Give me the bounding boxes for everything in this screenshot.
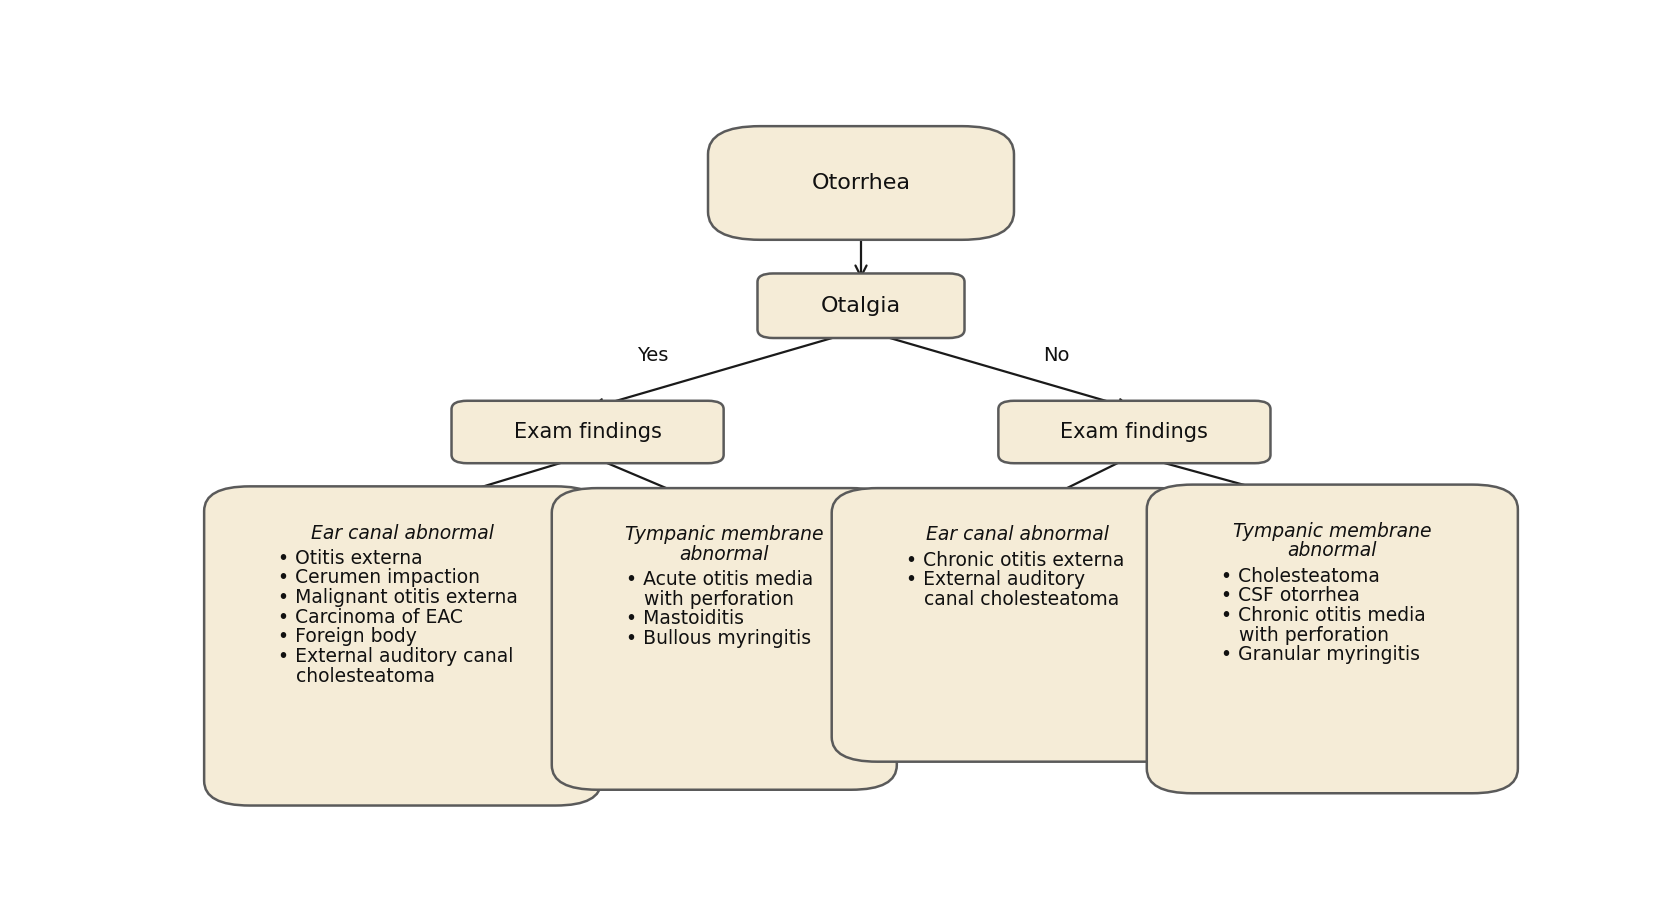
Text: • Chronic otitis media: • Chronic otitis media [1221, 606, 1426, 625]
Text: • Cerumen impaction: • Cerumen impaction [279, 568, 480, 588]
Text: Tympanic membrane: Tympanic membrane [625, 526, 823, 544]
Text: canal cholesteatoma: canal cholesteatoma [906, 589, 1119, 609]
Text: Ear canal abnormal: Ear canal abnormal [311, 524, 494, 543]
Text: Ear canal abnormal: Ear canal abnormal [926, 526, 1109, 544]
Text: abnormal: abnormal [1287, 541, 1378, 560]
Text: • Carcinoma of EAC: • Carcinoma of EAC [279, 608, 464, 627]
Text: • Acute otitis media: • Acute otitis media [627, 570, 813, 589]
Text: cholesteatoma: cholesteatoma [279, 667, 435, 686]
Text: Exam findings: Exam findings [514, 422, 662, 442]
FancyBboxPatch shape [452, 401, 724, 463]
Text: • External auditory: • External auditory [906, 570, 1085, 589]
Text: • Chronic otitis externa: • Chronic otitis externa [906, 550, 1124, 569]
Text: Yes: Yes [637, 346, 669, 365]
Text: • Mastoiditis: • Mastoiditis [627, 609, 744, 629]
FancyBboxPatch shape [832, 488, 1203, 762]
Text: • Bullous myringitis: • Bullous myringitis [627, 630, 811, 648]
FancyBboxPatch shape [707, 126, 1015, 240]
Text: Otalgia: Otalgia [822, 296, 900, 316]
Text: • Cholesteatoma: • Cholesteatoma [1221, 567, 1379, 586]
Text: • Otitis externa: • Otitis externa [279, 548, 423, 568]
Text: • External auditory canal: • External auditory canal [279, 647, 514, 666]
FancyBboxPatch shape [551, 488, 897, 790]
Text: Tympanic membrane: Tympanic membrane [1233, 522, 1431, 541]
Text: No: No [1043, 346, 1070, 365]
Text: Exam findings: Exam findings [1060, 422, 1208, 442]
Text: Otorrhea: Otorrhea [811, 173, 911, 193]
FancyBboxPatch shape [1147, 485, 1517, 793]
Text: • Granular myringitis: • Granular myringitis [1221, 645, 1420, 664]
Text: • Foreign body: • Foreign body [279, 628, 417, 647]
FancyBboxPatch shape [998, 401, 1270, 463]
FancyBboxPatch shape [758, 273, 964, 338]
FancyBboxPatch shape [205, 486, 601, 805]
Text: with perforation: with perforation [627, 589, 795, 609]
Text: with perforation: with perforation [1221, 626, 1389, 645]
Text: abnormal: abnormal [679, 545, 769, 564]
Text: • CSF otorrhea: • CSF otorrhea [1221, 587, 1359, 605]
Text: • Malignant otitis externa: • Malignant otitis externa [279, 589, 517, 607]
